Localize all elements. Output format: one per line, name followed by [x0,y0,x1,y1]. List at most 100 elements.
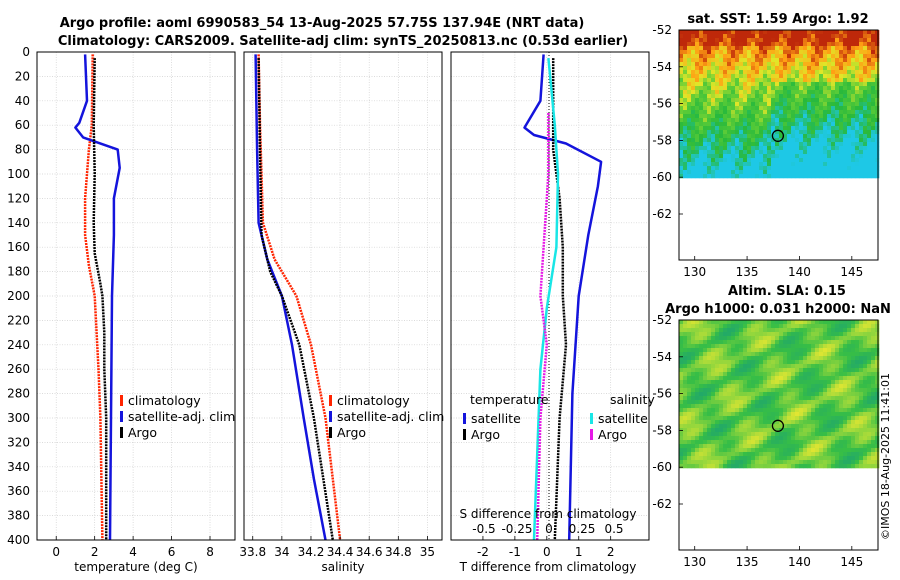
map-cell [775,66,780,71]
map-cell [707,396,712,401]
map-cell [791,324,796,329]
map-cell [871,126,876,131]
map-cell [807,90,812,95]
map-cell [683,114,688,119]
map-cell [743,368,748,373]
map-cell [847,452,852,457]
map-cell [719,110,724,115]
map-cell [843,364,848,369]
map-cell [811,404,816,409]
map-cell [791,66,796,71]
map-cell [867,150,872,155]
map-cell [795,448,800,453]
map-cell [815,348,820,353]
map-cell [719,372,724,377]
map-cell [811,162,816,167]
map-cell [859,400,864,405]
map-cell [831,138,836,143]
map-cell [807,110,812,115]
map-cell [875,452,880,457]
map-cell [819,432,824,437]
map-cell [743,328,748,333]
map-cell [771,34,776,39]
map-cell [695,352,700,357]
map-cell [755,380,760,385]
map-cell [867,332,872,337]
map-cell [803,98,808,103]
map-cell [707,344,712,349]
map-cell [735,392,740,397]
map-cell [787,372,792,377]
map-cell [683,424,688,429]
map-cell [823,356,828,361]
map-cell [711,452,716,457]
map-cell [875,62,880,67]
map-cell [855,360,860,365]
map-cell [839,460,844,465]
map-cell [767,98,772,103]
map-cell [699,368,704,373]
map-cell [787,86,792,91]
map-cell [859,456,864,461]
map-cell [683,412,688,417]
map-cell [815,352,820,357]
map-cell [759,130,764,135]
x-tick-label: 34.6 [356,545,383,559]
map-cell [711,106,716,111]
map-cell [715,336,720,341]
map-cell [871,114,876,119]
map-cell [863,82,868,87]
map-cell [751,146,756,151]
legend-swatch [329,411,332,422]
map-cell [819,412,824,417]
map-cell [707,376,712,381]
map-cell [807,320,812,325]
map-cell [855,98,860,103]
map-cell [759,174,764,179]
map-cell [811,332,816,337]
map-cell [783,348,788,353]
map-cell [683,364,688,369]
map-cell [775,384,780,389]
map-cell [807,376,812,381]
map-cell [875,412,880,417]
map-cell [775,126,780,131]
map-cell [703,90,708,95]
map-cell [803,356,808,361]
map-cell [759,58,764,63]
map-cell [739,320,744,325]
map-cell [719,134,724,139]
map-cell [775,54,780,59]
map-cell [819,460,824,465]
map-cell [759,368,764,373]
map-cell [755,126,760,131]
map-cell [719,70,724,75]
map-cell [875,78,880,83]
map-cell [867,464,872,469]
map-cell [867,404,872,409]
map-cell [779,400,784,405]
map-cell [723,404,728,409]
map-cell [791,372,796,377]
map-cell [731,348,736,353]
map-cell [815,372,820,377]
x-tick-label: 34.4 [327,545,354,559]
map-cell [875,324,880,329]
map-cell [799,392,804,397]
map-cell [807,122,812,127]
map-cell [863,380,868,385]
map-cell [795,380,800,385]
map-cell [807,86,812,91]
map-cell [739,54,744,59]
map-cell [763,444,768,449]
map-cell [795,432,800,437]
map-cell [795,170,800,175]
map-cell [791,138,796,143]
map-cell [703,118,708,123]
map-cell [847,134,852,139]
map-cell [799,54,804,59]
map-cell [807,360,812,365]
map-cell [807,126,812,131]
map-cell [771,86,776,91]
map-cell [695,98,700,103]
